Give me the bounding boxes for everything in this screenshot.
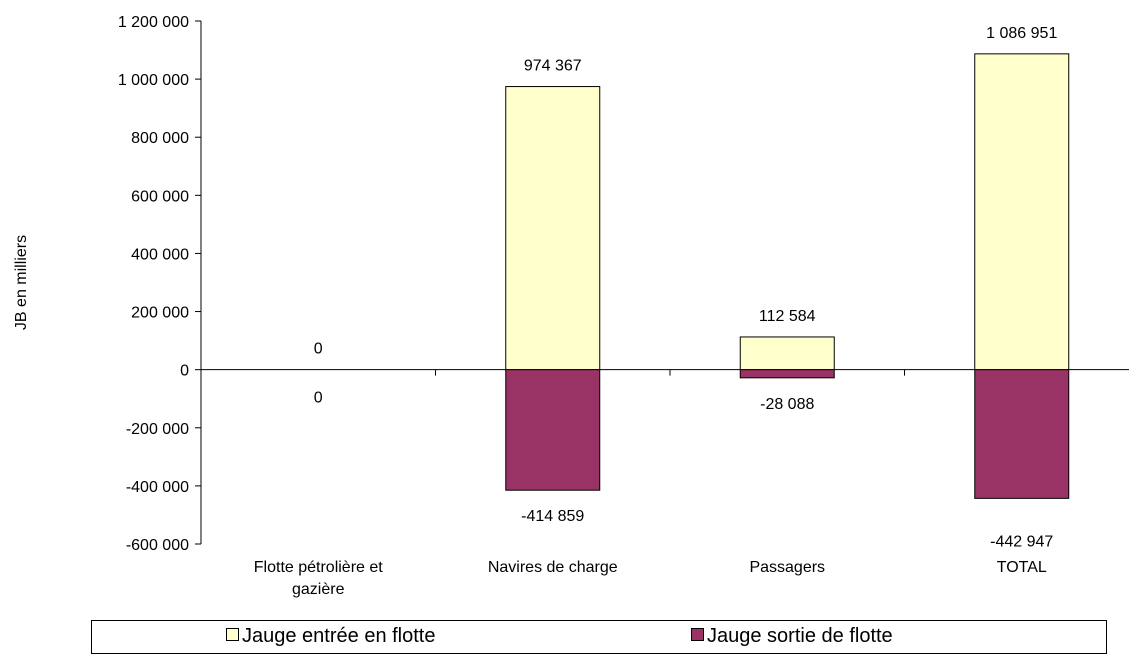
legend: Jauge entrée en flotte Jauge sortie de f… xyxy=(91,620,1107,654)
y-tick-label: 1 200 000 xyxy=(118,14,189,31)
data-label-sortie: 0 xyxy=(314,390,323,407)
x-tick-label: Navires de charge xyxy=(488,559,618,576)
legend-item-sortie: Jauge sortie de flotte xyxy=(691,625,893,648)
y-tick-label: 200 000 xyxy=(131,305,189,322)
y-axis-title: JB en milliers xyxy=(13,235,30,330)
data-label-sortie: -442 947 xyxy=(990,533,1053,550)
y-tick-label: -600 000 xyxy=(126,537,189,554)
data-label-entree: 1 086 951 xyxy=(986,25,1057,42)
legend-label-entree: Jauge entrée en flotte xyxy=(242,625,436,647)
bar-entree xyxy=(505,86,601,371)
bar-entree xyxy=(974,53,1070,371)
bar-sortie xyxy=(505,369,601,491)
y-tick-label: 800 000 xyxy=(131,130,189,147)
data-label-sortie: -28 088 xyxy=(760,396,814,413)
y-tick-label: -200 000 xyxy=(126,421,189,438)
legend-swatch-sortie xyxy=(691,628,704,641)
y-tick-label: -400 000 xyxy=(126,479,189,496)
bar-sortie xyxy=(739,369,835,379)
y-tick-label: 600 000 xyxy=(131,188,189,205)
bar-sortie xyxy=(974,369,1070,499)
legend-item-entree: Jauge entrée en flotte xyxy=(226,625,435,648)
legend-label-sortie: Jauge sortie de flotte xyxy=(707,625,893,647)
y-tick-label: 1 000 000 xyxy=(118,72,189,89)
legend-swatch-entree xyxy=(226,628,239,641)
y-tick-label: 0 xyxy=(180,363,189,380)
y-tick-label: 400 000 xyxy=(131,246,189,263)
bar-entree xyxy=(739,336,835,371)
x-tick-label: TOTAL xyxy=(997,559,1047,576)
data-label-entree: 0 xyxy=(314,341,323,358)
x-tick-label: Flotte pétrolière et gazière xyxy=(254,559,384,598)
data-label-entree: 112 584 xyxy=(759,308,816,325)
data-label-sortie: -414 859 xyxy=(521,508,584,525)
x-tick-label: Passagers xyxy=(749,559,825,576)
data-label-entree: 974 367 xyxy=(524,58,582,75)
